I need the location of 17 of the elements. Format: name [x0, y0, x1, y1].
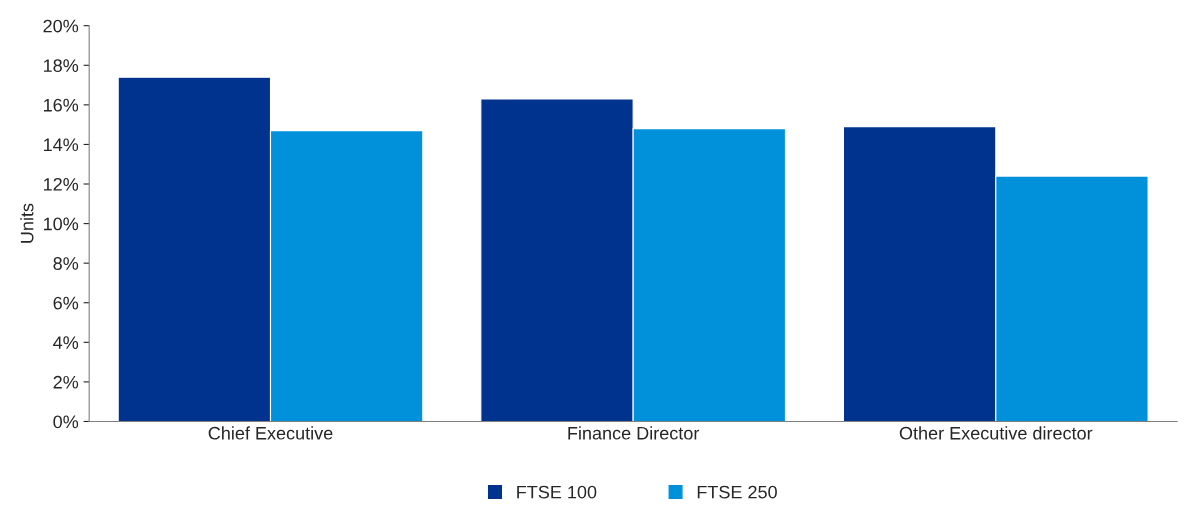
- y-axis-title: Units: [20, 203, 34, 243]
- x-tick-label: Chief Executive: [208, 426, 333, 440]
- x-tick-label: Finance Director: [568, 426, 700, 440]
- y-tick-label: 2%: [53, 375, 79, 389]
- y-tick-label: 20%: [43, 19, 79, 33]
- y-tick-label: 0%: [53, 415, 79, 429]
- legend-label: FTSE 100: [517, 485, 597, 499]
- y-tick-label: 16%: [44, 98, 79, 112]
- y-tick-label: 12%: [44, 177, 79, 191]
- y-tick-label: 8%: [53, 257, 79, 270]
- y-tick-label: 14%: [44, 138, 79, 152]
- y-tick-label: 18%: [44, 59, 79, 72]
- y-tick-label: 10%: [44, 217, 79, 231]
- x-tick-label: Other Executive director: [899, 426, 1093, 440]
- y-tick-label: 6%: [53, 296, 79, 310]
- y-tick-label: 4%: [53, 336, 79, 349]
- legend-label: FTSE 250: [697, 485, 777, 499]
